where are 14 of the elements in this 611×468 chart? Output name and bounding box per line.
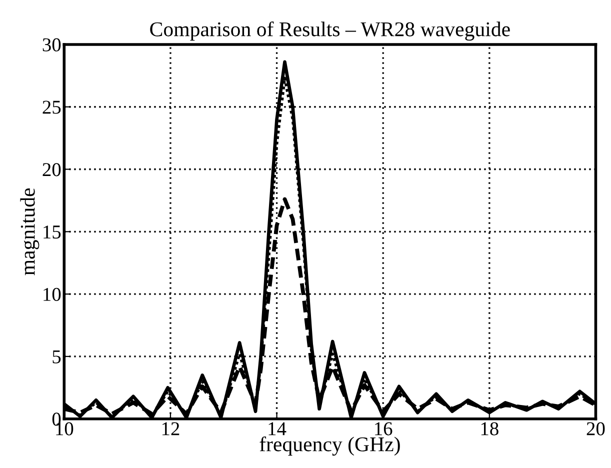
x-tick-label: 16 [375,422,392,436]
x-tick-label: 18 [481,422,498,436]
x-tick-label: 12 [162,422,180,436]
y-tick-label: 25 [42,100,61,114]
y-tick-label: 10 [44,288,61,301]
y-tick-label: 15 [44,226,61,239]
y-axis-title: magnitude [20,188,40,276]
chart-title: Comparison of Results – WR28 waveguide [150,21,510,41]
x-tick-label: 20 [586,422,605,436]
x-axis-title: frequency (GHz) [260,436,400,456]
x-tick-label: 14 [268,422,286,436]
y-tick-label: 30 [42,38,61,52]
y-tick-label: 5 [52,350,61,364]
y-tick-label: 20 [42,163,61,176]
